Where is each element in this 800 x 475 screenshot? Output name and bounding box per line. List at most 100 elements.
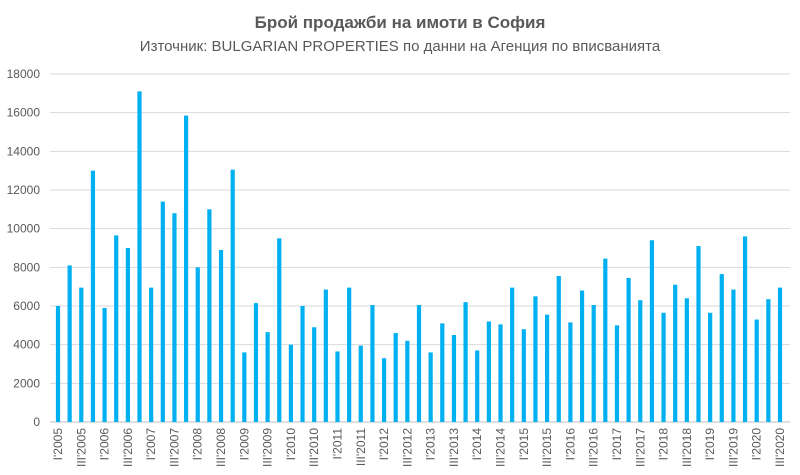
y-tick-label: 4000 — [13, 338, 40, 352]
x-tick-label: I'2008 — [191, 428, 205, 461]
bar — [754, 319, 759, 422]
bar — [265, 332, 270, 422]
x-tick-label: III'2011 — [354, 428, 368, 466]
x-tick-label: I'2005 — [51, 428, 65, 461]
x-tick-label: I'2013 — [424, 428, 438, 461]
y-tick-label: 2000 — [13, 376, 40, 390]
y-tick-label: 14000 — [7, 144, 41, 158]
bar — [649, 240, 655, 422]
bar — [777, 287, 783, 422]
y-tick-label: 16000 — [7, 106, 41, 120]
x-tick-label: III'2016 — [587, 428, 601, 467]
x-tick-label: I'2020 — [750, 428, 764, 461]
bar — [79, 287, 84, 422]
x-tick-label: III'2013 — [447, 428, 461, 467]
x-tick-label: III'2014 — [494, 428, 508, 467]
bar — [544, 314, 550, 422]
y-tick-label: 18000 — [7, 67, 41, 81]
x-tick-label: III'2015 — [540, 428, 554, 467]
y-tick-label: 10000 — [7, 222, 41, 236]
y-tick-label: 6000 — [13, 299, 40, 313]
bar — [556, 276, 561, 422]
bar — [137, 91, 142, 423]
x-tick-label: III'2005 — [74, 428, 88, 467]
x-tick-label: III'2009 — [261, 428, 275, 467]
bar — [102, 307, 107, 422]
bar — [510, 287, 515, 422]
x-tick-label: I'2007 — [144, 428, 158, 461]
bar — [731, 289, 736, 422]
x-tick-label: I'2009 — [237, 428, 251, 461]
x-tick-label: I'2012 — [377, 428, 391, 461]
bar — [114, 235, 119, 422]
bar — [172, 213, 177, 422]
x-tick-label: I'2017 — [610, 428, 624, 461]
bar — [277, 238, 282, 422]
bar — [55, 306, 61, 422]
bar — [381, 358, 387, 422]
bar — [312, 327, 317, 422]
bar — [160, 201, 165, 422]
bar — [253, 303, 259, 422]
bar — [673, 284, 678, 422]
bar — [440, 323, 445, 422]
bar — [684, 298, 689, 422]
bar — [661, 312, 666, 422]
x-tick-label: III'2017 — [633, 428, 647, 467]
x-tick-label: III'2018 — [680, 428, 694, 467]
bar — [708, 312, 713, 422]
x-tick-label: III'2019 — [726, 428, 740, 467]
x-tick-label: III'2010 — [307, 428, 321, 467]
x-tick-label: I'2019 — [703, 428, 717, 461]
bar — [603, 258, 608, 422]
bar — [335, 351, 340, 422]
bar — [486, 321, 491, 422]
bar — [288, 344, 294, 422]
chart-subtitle: Източник: BULGARIAN PROPERTIES по данни … — [139, 38, 661, 55]
bar — [90, 170, 96, 422]
x-tick-label: III'2006 — [121, 428, 135, 467]
bar — [183, 115, 189, 423]
bar — [766, 299, 771, 422]
bar — [638, 300, 643, 422]
bar — [358, 345, 363, 422]
bar — [405, 340, 410, 422]
bar — [463, 302, 468, 422]
x-tick-label: III'2007 — [167, 428, 181, 467]
bar — [370, 305, 375, 422]
bar — [521, 329, 526, 422]
bar — [125, 248, 130, 422]
bar — [719, 274, 724, 422]
y-tick-label: 12000 — [7, 183, 41, 197]
bar — [614, 325, 620, 422]
bar — [218, 249, 224, 422]
y-tick-label: 0 — [33, 415, 40, 429]
bar — [475, 350, 480, 422]
bar — [347, 287, 352, 422]
x-tick-label: I'2014 — [470, 428, 484, 461]
bar — [428, 352, 433, 422]
x-tick-label: III'2012 — [400, 428, 414, 467]
x-tick-label: I'2016 — [563, 428, 577, 461]
bar — [626, 277, 631, 422]
bar — [207, 209, 212, 422]
bar — [300, 306, 305, 422]
bar — [579, 290, 585, 422]
x-tick-label: I'2006 — [98, 428, 112, 461]
x-tick-label: I'2018 — [657, 428, 671, 461]
bar — [67, 265, 72, 422]
bar — [742, 236, 748, 422]
x-tick-label: I'2011 — [330, 428, 344, 460]
chart-title: Брой продажби на имоти в София — [254, 13, 546, 32]
bar — [393, 333, 398, 422]
x-tick-label: I'2015 — [517, 428, 531, 461]
bar — [568, 322, 573, 422]
bar — [230, 169, 235, 422]
bar — [498, 324, 503, 422]
bar — [533, 296, 538, 422]
x-tick-label: III'2020 — [773, 428, 787, 467]
x-tick-label: III'2008 — [214, 428, 228, 467]
bar — [242, 352, 247, 422]
